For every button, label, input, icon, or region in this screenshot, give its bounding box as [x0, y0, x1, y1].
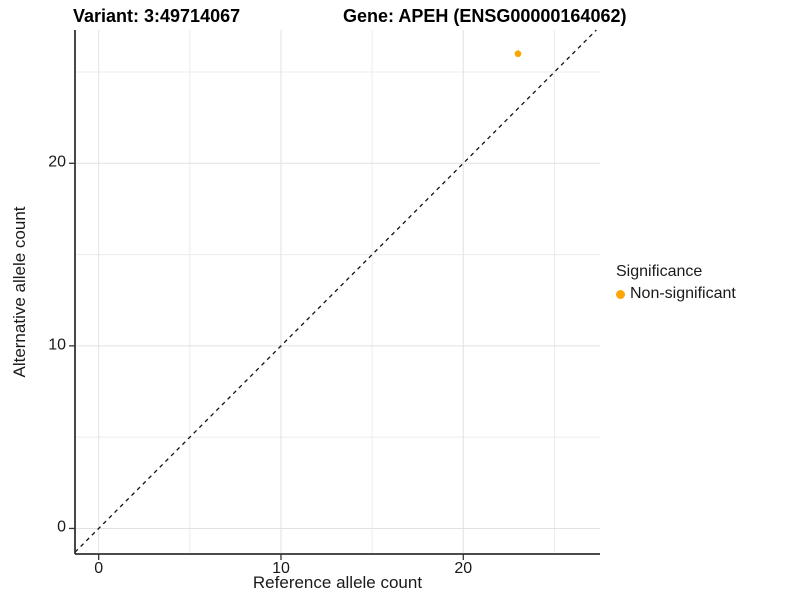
- plot-panel: [69, 29, 600, 560]
- x-tick-label: 0: [94, 560, 104, 577]
- legend-item: Non-significant: [616, 285, 736, 303]
- legend-title: Significance: [616, 263, 703, 280]
- identity-line: [74, 29, 597, 553]
- x-tick-label: 10: [272, 560, 290, 577]
- y-tick-label: 0: [57, 519, 66, 537]
- x-axis-label: Reference allele count: [252, 573, 423, 592]
- legend: Significance Non-significant: [616, 263, 736, 303]
- legend-dot-icon: [616, 289, 625, 299]
- legend-item-label: Non-significant: [630, 285, 736, 302]
- y-tick-label: 20: [48, 153, 66, 171]
- plot-title-variant: Variant: 3:49714067: [73, 6, 241, 26]
- plot-title-gene: Gene: APEH (ENSG00000164062): [343, 6, 627, 26]
- data-point: [514, 50, 522, 58]
- x-tick-label: 20: [454, 560, 473, 577]
- y-tick-label: 10: [48, 336, 66, 354]
